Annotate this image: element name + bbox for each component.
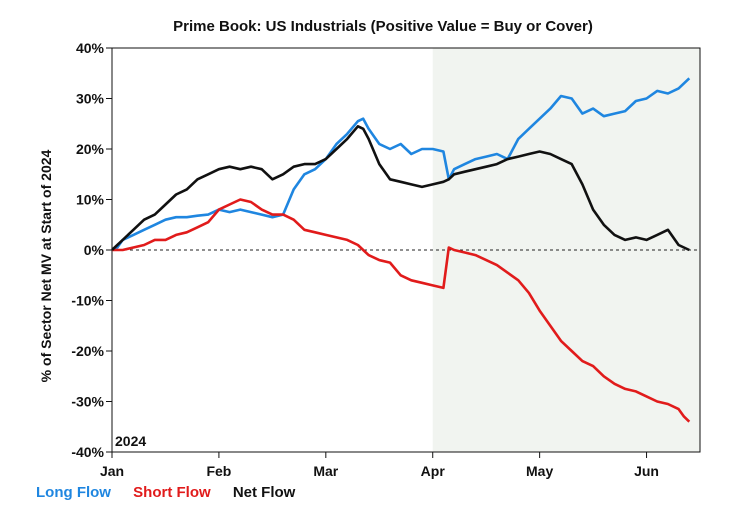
y-tick-label: 40%: [76, 40, 105, 56]
series-line-net-flow: [111, 125, 690, 252]
year-label: 2024: [115, 433, 146, 449]
y-tick-label: -10%: [71, 293, 104, 309]
chart-title: Prime Book: US Industrials (Positive Val…: [173, 18, 593, 35]
y-tick-label: -30%: [71, 394, 104, 410]
x-tick-label: Jun: [634, 463, 659, 479]
y-tick-label: 20%: [76, 141, 105, 157]
x-tick-label: Jan: [100, 463, 124, 479]
y-tick-label: -40%: [71, 444, 104, 460]
legend: Long Flow Short Flow Net Flow: [36, 484, 313, 501]
x-tick-label: Mar: [313, 463, 338, 479]
y-tick-label: 10%: [76, 192, 105, 208]
legend-short-flow: Short Flow: [133, 484, 211, 501]
shaded-region: [432, 48, 700, 452]
y-axis-title: % of Sector Net MV at Start of 2024: [38, 149, 54, 382]
y-tick-label: 0%: [84, 242, 105, 258]
plot-area: 40% 30% 20% 10% 0% -10% -20% -30% -40% Jan Feb Mar A…: [71, 40, 701, 479]
x-tick-label: Apr: [421, 463, 446, 479]
series-line-short-flow: [112, 198, 691, 423]
legend-net-flow: Net Flow: [232, 484, 296, 501]
x-tick-label: May: [526, 463, 553, 479]
series-line-long-flow: [111, 77, 691, 252]
y-tick-label: -20%: [71, 343, 104, 359]
y-tick-label: 30%: [76, 91, 105, 107]
legend-long-flow: Long Flow: [36, 484, 111, 501]
x-tick-label: Feb: [206, 463, 231, 479]
